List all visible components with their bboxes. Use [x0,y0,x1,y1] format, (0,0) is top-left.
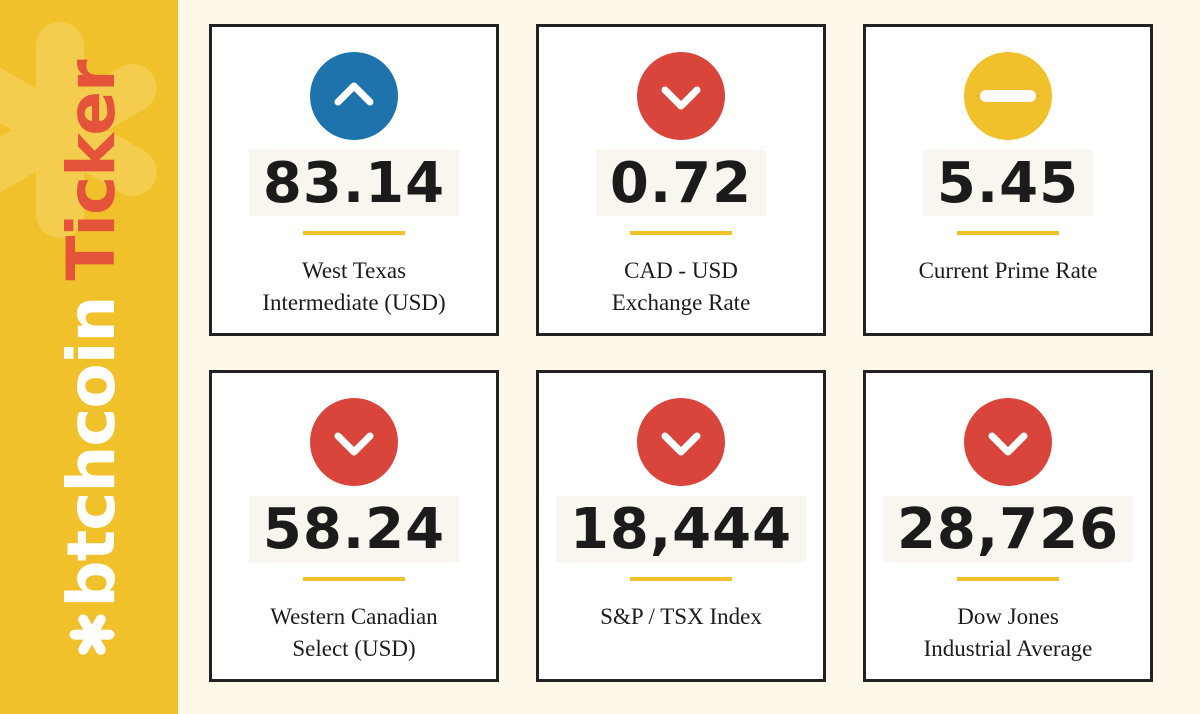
ticker-label: West Texas Intermediate (USD) [262,258,446,315]
ticker-label: S&P / TSX Index [600,604,762,629]
divider [630,577,732,581]
brand-ticker-word: Ticker [53,60,130,281]
asterisk-watermark-icon [0,22,157,238]
ticker-label: Dow Jones Industrial Average [923,604,1093,661]
ticker-value: 28,726 [882,496,1134,562]
divider [957,231,1059,235]
ticker-value: 58.24 [248,496,460,562]
brand-asterisk-icon [69,614,115,655]
ticker-label: CAD - USD Exchange Rate [611,258,751,315]
minus-icon [964,52,1052,140]
divider [303,231,405,235]
chevron-down-icon [310,398,398,486]
brand-title: btchcoin Ticker [53,60,130,659]
divider [303,577,405,581]
divider [957,577,1059,581]
sidebar-banner: btchcoin Ticker [0,0,178,714]
chevron-down-icon [637,398,725,486]
ticker-card-prime-rate: 5.45 Current Prime Rate [863,24,1153,336]
divider [630,231,732,235]
brand-word: btchcoin [53,296,130,608]
ticker-value: 0.72 [595,150,767,216]
chevron-down-icon [637,52,725,140]
ticker-card-dow-jones: 28,726 Dow Jones Industrial Average [863,370,1153,682]
ticker-card-tsx: 18,444 S&P / TSX Index [536,370,826,682]
ticker-value: 5.45 [922,150,1094,216]
ticker-card-wti: 83.14 West Texas Intermediate (USD) [209,24,499,336]
ticker-label: Western Canadian Select (USD) [270,604,438,661]
ticker-card-wcs: 58.24 Western Canadian Select (USD) [209,370,499,682]
ticker-value: 18,444 [555,496,807,562]
ticker-card-cad-usd: 0.72 CAD - USD Exchange Rate [536,24,826,336]
chevron-up-icon [310,52,398,140]
ticker-label: Current Prime Rate [918,258,1098,283]
ticker-value: 83.14 [248,150,460,216]
chevron-down-icon [964,398,1052,486]
